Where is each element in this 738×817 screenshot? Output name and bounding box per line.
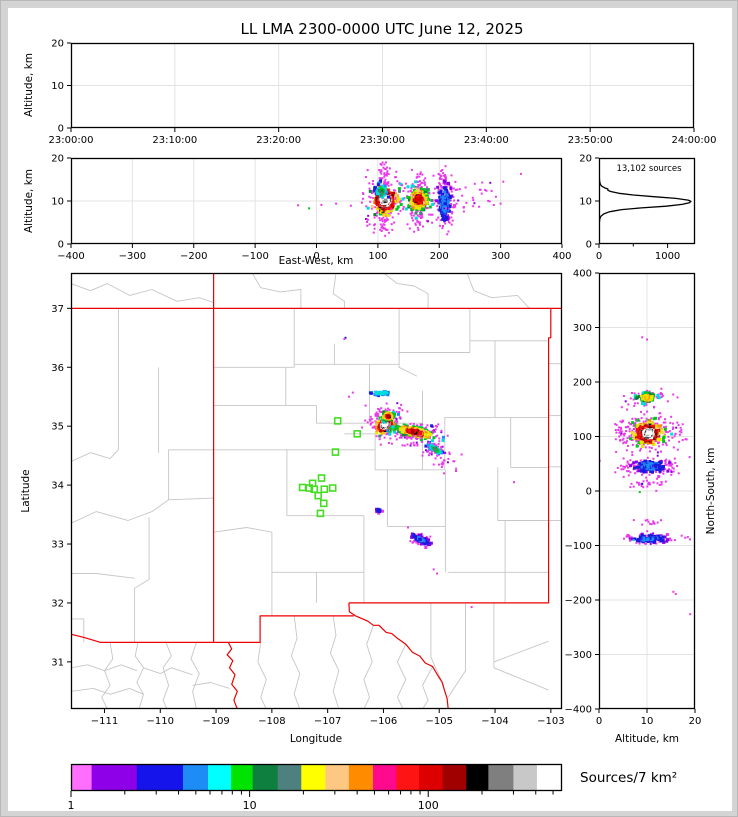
svg-text:37: 37 <box>51 304 64 315</box>
ew-height-xlabel: East-West, km <box>278 255 354 267</box>
svg-text:200: 200 <box>573 378 592 389</box>
svg-text:20: 20 <box>689 716 702 727</box>
svg-text:0: 0 <box>596 251 602 262</box>
svg-text:−300: −300 <box>119 251 146 262</box>
time-height-ylabel: Altitude, km <box>23 52 35 118</box>
svg-text:−100: −100 <box>241 251 268 262</box>
svg-text:33: 33 <box>51 540 64 551</box>
svg-text:1000: 1000 <box>655 251 680 262</box>
svg-text:−103: −103 <box>537 716 564 727</box>
svg-text:23:20:00: 23:20:00 <box>256 135 301 146</box>
svg-text:0: 0 <box>58 124 64 135</box>
svg-text:23:30:00: 23:30:00 <box>360 135 405 146</box>
svg-text:−109: −109 <box>202 716 229 727</box>
time-height-panel <box>71 43 694 128</box>
svg-text:10: 10 <box>51 81 64 92</box>
ew-height-panel <box>71 158 562 244</box>
svg-text:10: 10 <box>641 716 654 727</box>
svg-text:24:00:00: 24:00:00 <box>672 135 717 146</box>
svg-text:0: 0 <box>586 487 592 498</box>
svg-text:20: 20 <box>51 39 64 50</box>
svg-text:1: 1 <box>68 799 75 811</box>
map-ylabel: Latitude <box>20 469 32 513</box>
svg-text:−200: −200 <box>180 251 207 262</box>
svg-text:−400: −400 <box>57 251 84 262</box>
svg-text:10: 10 <box>243 799 257 811</box>
svg-text:23:10:00: 23:10:00 <box>152 135 197 146</box>
figure-canvas: LL LMA 2300-0000 UTC June 12, 2025 23:00… <box>8 8 732 811</box>
svg-text:200: 200 <box>430 251 449 262</box>
svg-text:34: 34 <box>51 481 64 492</box>
histogram-annotation: 13,102 sources <box>616 164 682 174</box>
colorbar-label: Sources/7 km² <box>580 770 678 786</box>
svg-text:400: 400 <box>573 269 592 280</box>
map-panel <box>71 273 562 709</box>
map-xlabel: Longitude <box>289 733 343 745</box>
svg-text:100: 100 <box>368 251 387 262</box>
svg-text:20: 20 <box>51 154 64 165</box>
ns-xlabel: Altitude, km <box>614 733 680 745</box>
ns-ylabel: North-South, km <box>705 447 717 535</box>
svg-text:32: 32 <box>51 598 64 609</box>
source-histogram-panel <box>599 158 692 244</box>
svg-text:35: 35 <box>51 422 64 433</box>
svg-text:23:40:00: 23:40:00 <box>464 135 509 146</box>
svg-text:−104: −104 <box>481 716 508 727</box>
ns-altitude-panel <box>599 273 695 709</box>
svg-text:400: 400 <box>552 251 571 262</box>
svg-text:300: 300 <box>491 251 510 262</box>
svg-text:23:50:00: 23:50:00 <box>568 135 613 146</box>
svg-text:−200: −200 <box>565 596 592 607</box>
svg-text:−105: −105 <box>426 716 453 727</box>
svg-text:−108: −108 <box>258 716 285 727</box>
axes-overlay: 23:00:00 23:10:00 23:20:00 23:30:00 23:40:00… <box>49 39 717 812</box>
svg-text:0: 0 <box>596 716 602 727</box>
svg-text:−107: −107 <box>314 716 341 727</box>
svg-text:−400: −400 <box>565 705 592 716</box>
svg-text:0: 0 <box>58 240 64 251</box>
svg-text:10: 10 <box>51 197 64 208</box>
ew-height-ylabel: Altitude, km <box>23 168 35 234</box>
svg-text:−106: −106 <box>370 716 397 727</box>
svg-text:0: 0 <box>586 240 592 251</box>
svg-text:31: 31 <box>51 657 64 668</box>
svg-text:−111: −111 <box>91 716 118 727</box>
svg-text:23:00:00: 23:00:00 <box>49 135 94 146</box>
svg-text:0: 0 <box>313 251 319 262</box>
svg-text:300: 300 <box>573 323 592 334</box>
svg-text:−110: −110 <box>147 716 174 727</box>
svg-text:−100: −100 <box>565 541 592 552</box>
svg-text:100: 100 <box>573 432 592 443</box>
svg-text:20: 20 <box>579 154 592 165</box>
svg-text:100: 100 <box>418 799 439 811</box>
svg-text:10: 10 <box>579 197 592 208</box>
page-title: LL LMA 2300-0000 UTC June 12, 2025 <box>240 20 524 38</box>
svg-text:−300: −300 <box>565 650 592 661</box>
svg-text:36: 36 <box>51 363 64 374</box>
